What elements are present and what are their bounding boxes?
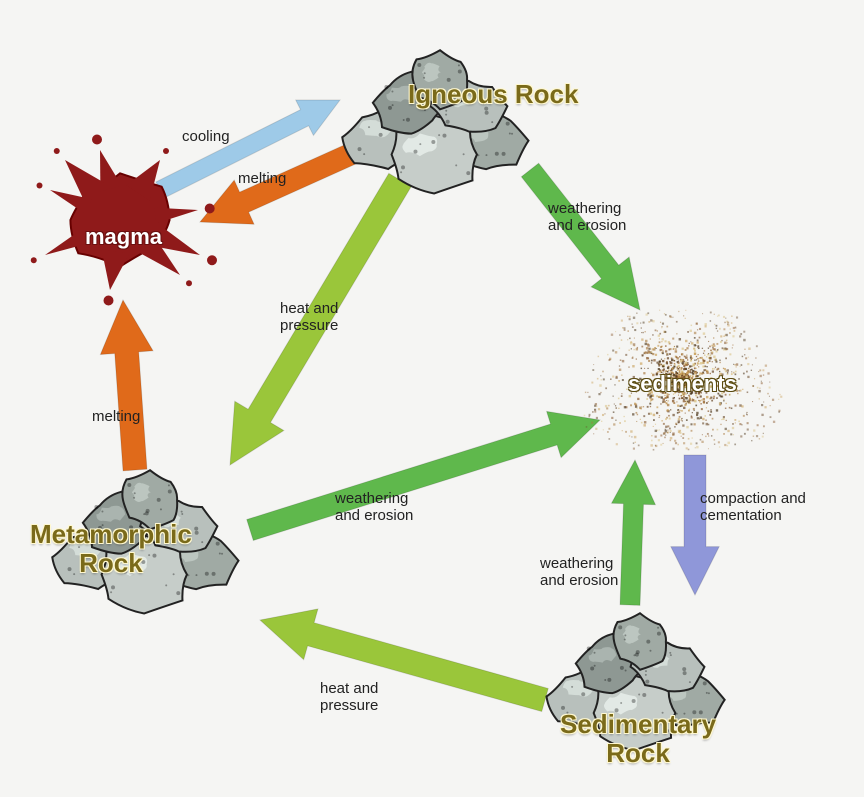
node-label-magma: magma [85,225,162,249]
edge-label-igneous_to_magma: melting [238,170,286,187]
node-label-sediments: sediments [628,372,737,396]
rock-pile [546,613,724,750]
edge-label-metamorphic_to_magma: melting [92,408,140,425]
nodes-layer [0,0,864,797]
node-label-igneous: Igneous Rock [408,80,578,109]
node-label-metamorphic: Metamorphic Rock [30,520,192,577]
magma-splat [31,135,217,306]
edge-label-sediments_to_sedimentary: compaction and cementation [700,490,806,525]
edge-label-igneous_to_sediments: weathering and erosion [548,200,626,235]
node-label-sedimentary: Sedimentary Rock [560,710,716,767]
edge-label-sedimentary_to_metamorphic: heat and pressure [320,680,378,715]
arrows-layer [0,0,864,797]
edge-label-metamorphic_to_sediments: weathering and erosion [335,490,413,525]
arrow-metamorphic_to_magma [97,298,162,472]
edge-label-sedimentary_to_sediments: weathering and erosion [540,555,618,590]
arrow-sediments_to_sedimentary [671,455,719,595]
edge-label-magma_to_igneous: cooling [182,128,230,145]
arrow-sedimentary_to_metamorphic [253,595,552,726]
arrow-magma_to_igneous [151,82,349,207]
arrow-igneous_to_magma [190,128,370,244]
rock-pile [52,470,238,613]
arrow-igneous_to_metamorphic [205,165,424,479]
arrow-metamorphic_to_sediments [243,397,608,553]
arrow-igneous_to_sediments [511,155,659,325]
edge-label-igneous_to_metamorphic: heat and pressure [280,300,338,335]
arrow-sedimentary_to_sediments [608,459,657,606]
sediments-cloud [584,310,783,451]
rock-cycle-diagram: Igneous Rock magma sediments Sedimentary… [0,0,864,797]
rock-pile [342,50,528,193]
